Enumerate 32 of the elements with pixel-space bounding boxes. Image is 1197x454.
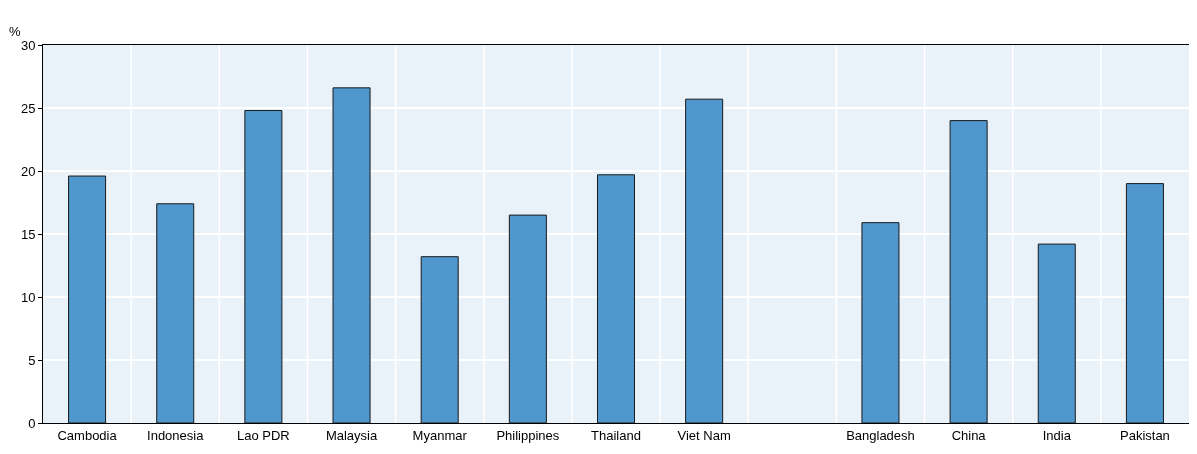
x-tick-label: Malaysia [325,427,378,443]
bar [596,174,636,423]
bar [685,98,724,423]
x-tick-label: Cambodia [57,427,118,443]
bar [68,175,107,423]
y-tick-label: 10 [20,289,36,305]
bar [1037,243,1076,423]
x-tick-label: China [951,427,987,443]
x-tick-label: Bangladesh [846,427,915,443]
bar [244,110,283,423]
y-tick-label: 5 [28,352,36,368]
bar [1125,183,1164,423]
x-tick-label: Lao PDR [237,427,290,443]
bar [332,87,371,423]
bar [156,203,195,423]
y-tick-label: 15 [20,226,36,242]
bar [949,120,988,423]
x-tick-label: Pakistan [1119,427,1170,443]
y-tick-label: 25 [20,100,36,116]
bar [861,222,900,423]
y-tick-label: 30 [20,37,36,53]
y-axis-title: % [9,24,21,39]
x-tick-label: Thailand [591,427,641,443]
bar [420,256,459,423]
x-tick-label: Myanmar [412,427,468,443]
bar [508,214,547,423]
x-tick-label: India [1042,427,1072,443]
x-tick-label: Indonesia [147,427,205,443]
x-tick-label: Viet Nam [677,427,731,443]
y-tick-label: 20 [20,163,36,179]
x-tick-label: Philippines [496,427,560,443]
y-tick-label: 0 [28,415,36,431]
